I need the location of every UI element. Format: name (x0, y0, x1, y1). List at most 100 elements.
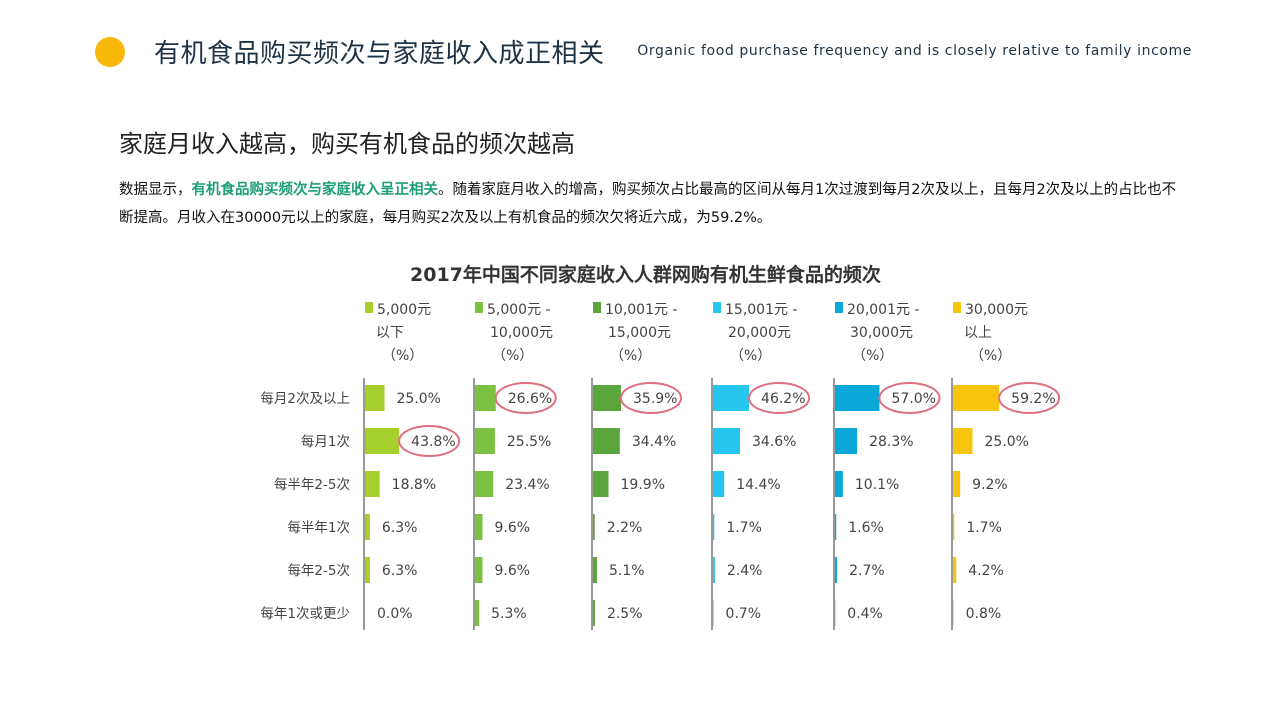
data-label: 4.2% (968, 563, 1004, 579)
bar (475, 428, 495, 454)
bar (475, 600, 480, 626)
data-label: 34.6% (752, 434, 796, 450)
data-label: 35.9% (633, 391, 677, 407)
category-label: 每月2次及以上 (260, 391, 350, 407)
data-label: 1.7% (726, 520, 762, 536)
bar (593, 471, 609, 497)
data-label: 9.6% (494, 563, 530, 579)
legend-label: 15,001元 - (725, 302, 798, 318)
description-paragraph: 数据显示，有机食品购买频次与家庭收入呈正相关。随着家庭月收入的增高，购买频次占比… (119, 176, 1189, 232)
highlight-circle (748, 382, 811, 414)
legend-label: 10,001元 - (605, 302, 678, 318)
description-highlight: 有机食品购买频次与家庭收入呈正相关 (191, 182, 439, 198)
data-label: 9.2% (972, 477, 1008, 493)
bar (835, 514, 837, 540)
highlight-circle (998, 382, 1061, 414)
bar (593, 428, 620, 454)
data-label: 57.0% (891, 391, 935, 407)
bar (475, 385, 496, 411)
legend-swatch (713, 302, 721, 313)
legend-label: 以上 (964, 325, 992, 341)
data-label: 6.3% (382, 563, 418, 579)
data-label: 1.7% (966, 520, 1002, 536)
data-label: 0.4% (847, 606, 883, 622)
category-label: 每月1次 (301, 434, 350, 450)
bar (713, 514, 715, 540)
legend-label: 20,001元 - (847, 302, 920, 318)
bar (953, 514, 955, 540)
page-subtitle: Organic food purchase frequency and is c… (637, 43, 1192, 59)
bar (365, 385, 385, 411)
bar (835, 557, 838, 583)
bar (713, 557, 715, 583)
data-label: 2.4% (727, 563, 763, 579)
data-label: 9.6% (494, 520, 530, 536)
bar (593, 557, 597, 583)
bar (953, 557, 957, 583)
data-label: 18.8% (392, 477, 436, 493)
bar (835, 385, 880, 411)
data-label: 34.4% (632, 434, 676, 450)
legend-label: 10,000元 (490, 325, 553, 341)
legend-label: （%） (610, 348, 651, 364)
data-label: 26.6% (508, 391, 552, 407)
data-label: 5.1% (609, 563, 645, 579)
legend-label: 5,000元 (377, 302, 431, 318)
page-title: 有机食品购买频次与家庭收入成正相关 (154, 39, 605, 69)
chart-title: 2017年中国不同家庭收入人群网购有机生鲜食品的频次 (410, 264, 881, 286)
bar (365, 471, 380, 497)
legend-swatch (953, 302, 961, 313)
legend-label: （%） (382, 348, 423, 364)
bar (475, 471, 494, 497)
legend-label: 15,000元 (608, 325, 671, 341)
legend-label: （%） (492, 348, 533, 364)
bar (713, 600, 714, 626)
legend-label: （%） (730, 348, 771, 364)
data-label: 0.7% (726, 606, 762, 622)
legend-swatch (835, 302, 843, 313)
bar (365, 557, 370, 583)
legend-label: 以下 (376, 325, 404, 341)
category-label: 每半年2-5次 (274, 477, 350, 493)
data-label: 19.9% (621, 477, 665, 493)
bar (953, 428, 973, 454)
category-label: 每年1次或更少 (260, 606, 350, 622)
bar (593, 514, 595, 540)
data-label: 6.3% (382, 520, 418, 536)
data-label: 1.6% (848, 520, 884, 536)
data-label: 23.4% (505, 477, 549, 493)
description-prefix: 数据显示， (119, 182, 192, 198)
category-label: 每年2-5次 (287, 563, 350, 579)
data-label: 0.8% (966, 606, 1002, 622)
description-suffix: 。随着家庭月收入的增高，购买频次占比最高的区间从每月1次过渡到每月2次及以上，且… (119, 182, 1177, 226)
data-label: 46.2% (761, 391, 805, 407)
legend-label: 5,000元 - (487, 302, 551, 318)
data-label: 5.3% (491, 606, 527, 622)
highlight-circle (494, 382, 557, 414)
bar (835, 428, 858, 454)
data-label: 14.4% (736, 477, 780, 493)
highlight-circle (398, 425, 461, 457)
bar (593, 385, 622, 411)
data-label: 25.0% (985, 434, 1029, 450)
bar (713, 428, 740, 454)
bar (835, 471, 843, 497)
data-label: 28.3% (869, 434, 913, 450)
data-label: 2.7% (849, 563, 885, 579)
legend-swatch (365, 302, 373, 313)
data-label: 2.2% (607, 520, 643, 536)
bar (365, 428, 400, 454)
bar (713, 385, 750, 411)
highlight-circle (878, 382, 941, 414)
legend-swatch (475, 302, 483, 313)
legend-label: （%） (852, 348, 893, 364)
legend-label: 20,000元 (728, 325, 791, 341)
data-label: 59.2% (1011, 391, 1055, 407)
bar (953, 600, 954, 626)
bar (713, 471, 725, 497)
data-label: 25.5% (507, 434, 551, 450)
category-label: 每半年1次 (287, 520, 350, 536)
bar (953, 385, 1000, 411)
data-label: 10.1% (855, 477, 899, 493)
